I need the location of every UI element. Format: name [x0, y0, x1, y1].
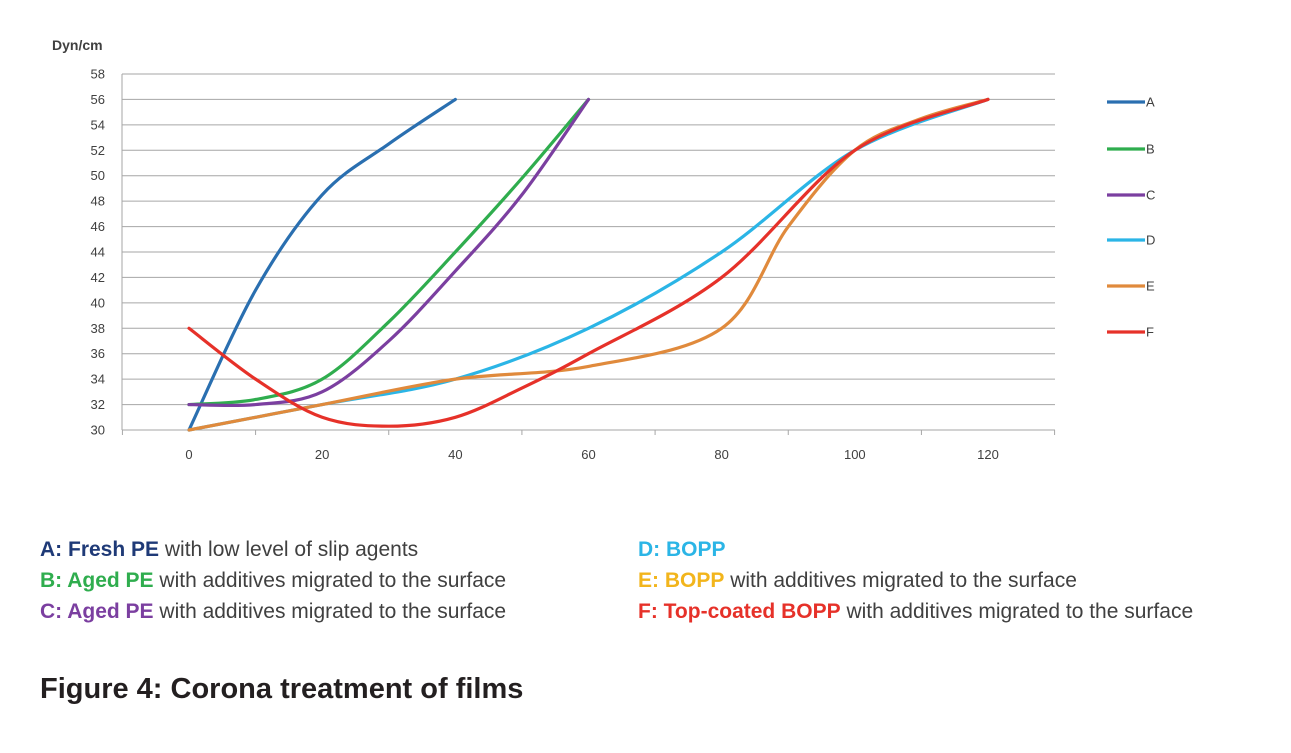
x-tick-label: 80 — [714, 447, 728, 462]
y-tick-label: 52 — [91, 143, 105, 158]
caption-d-name: D: BOPP — [638, 538, 726, 561]
caption-a-description: with low level of slip agents — [159, 538, 419, 561]
caption-c-description: with additives migrated to the surface — [153, 600, 507, 623]
series-line-c — [187, 97, 591, 408]
x-tick-label: 60 — [581, 447, 595, 462]
x-tick-label: 100 — [844, 447, 866, 462]
caption-series-f: F: Top-coated BOPP with additives migrat… — [638, 600, 1193, 624]
y-tick-label: 50 — [91, 168, 105, 183]
caption-c-name: C: Aged PE — [40, 600, 154, 623]
x-tick-labels: 0 20 40 60 80 100 120 — [185, 447, 998, 462]
series-line-e — [187, 97, 990, 432]
x-tick-label: 20 — [315, 447, 329, 462]
y-tick-label: 46 — [91, 219, 105, 234]
caption-a-name: A: Fresh PE — [40, 538, 160, 561]
caption-b-name: B: Aged PE — [40, 569, 154, 592]
caption-series-b: B: Aged PE with additives migrated to th… — [40, 569, 506, 593]
y-tick-label: 36 — [91, 346, 105, 361]
y-tick-label: 56 — [91, 92, 105, 107]
y-tick-label: 44 — [91, 245, 105, 260]
y-tick-labels: 30 32 34 36 38 40 42 44 46 48 50 52 54 56 58 — [91, 67, 105, 438]
caption-b-description: with additives migrated to the surface — [153, 569, 507, 592]
y-tick-label: 32 — [91, 397, 105, 412]
y-tick-label: 58 — [91, 67, 105, 82]
series-lines — [187, 97, 990, 432]
x-tick-label: 120 — [977, 447, 999, 462]
legend-label-c: C — [1146, 188, 1155, 203]
gridlines — [121, 73, 1056, 435]
y-tick-label: 40 — [91, 295, 105, 310]
legend-label-d: D — [1146, 233, 1155, 248]
legend-label-a: A — [1146, 95, 1155, 110]
legend-label-e: E — [1146, 279, 1155, 294]
figure-title: Figure 4: Corona treatment of films — [40, 673, 524, 705]
line-chart: Dyn/cm 30 32 34 36 38 40 42 44 46 48 50 52 54 56 58 0 2… — [52, 37, 1155, 462]
y-axis-unit-label: Dyn/cm — [52, 37, 103, 53]
legend-label-f: F — [1146, 325, 1154, 340]
series-line-a — [187, 97, 457, 432]
caption-series-e: E: BOPP with additives migrated to the s… — [638, 569, 1077, 593]
caption-series-a: A: Fresh PE with low level of slip agent… — [40, 538, 418, 562]
caption-series-c: C: Aged PE with additives migrated to th… — [40, 600, 506, 624]
y-tick-label: 30 — [91, 423, 105, 438]
legend: A B C D E F — [1107, 95, 1155, 340]
x-tick-label: 40 — [448, 447, 462, 462]
y-tick-label: 54 — [91, 117, 105, 132]
y-tick-label: 42 — [91, 270, 105, 285]
series-line-b — [187, 97, 591, 407]
y-tick-label: 38 — [91, 321, 105, 336]
y-tick-label: 34 — [91, 372, 105, 387]
y-tick-label: 48 — [91, 194, 105, 209]
caption-f-name: F: Top-coated BOPP — [638, 600, 841, 623]
series-line-d — [187, 97, 990, 432]
caption-series-d: D: BOPP — [638, 538, 726, 562]
series-line-f — [187, 97, 990, 428]
legend-label-b: B — [1146, 142, 1155, 157]
caption-f-description: with additives migrated to the surface — [840, 600, 1194, 623]
x-tick-label: 0 — [185, 447, 192, 462]
caption-e-description: with additives migrated to the surface — [724, 569, 1077, 592]
caption-e-name: E: BOPP — [638, 569, 725, 592]
